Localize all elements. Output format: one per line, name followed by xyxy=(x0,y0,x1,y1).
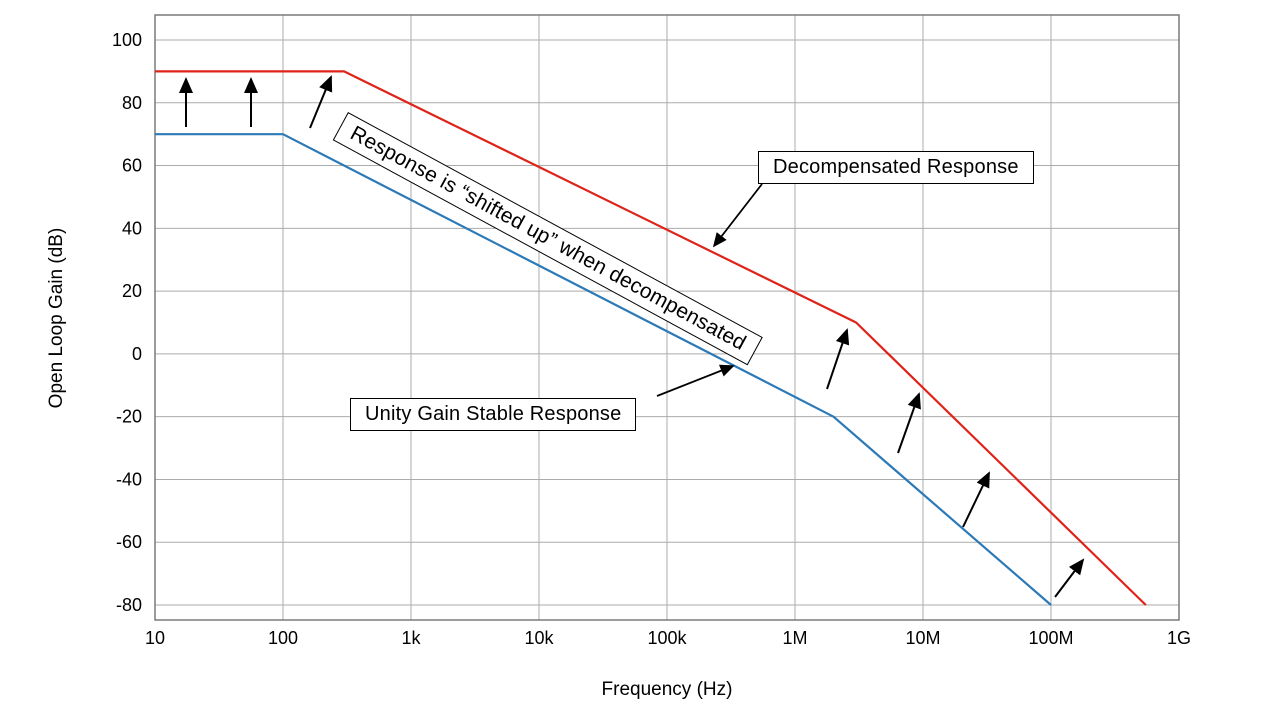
svg-text:10: 10 xyxy=(145,628,165,648)
svg-text:100M: 100M xyxy=(1028,628,1073,648)
svg-text:10k: 10k xyxy=(524,628,554,648)
plot-frame xyxy=(154,14,1180,621)
svg-text:1G: 1G xyxy=(1167,628,1191,648)
svg-text:1k: 1k xyxy=(401,628,421,648)
svg-text:-80: -80 xyxy=(116,595,142,615)
svg-text:100k: 100k xyxy=(647,628,687,648)
svg-text:0: 0 xyxy=(132,344,142,364)
svg-text:-40: -40 xyxy=(116,469,142,489)
decompensated-response-label: Decompensated Response xyxy=(758,151,1034,184)
x-axis-title: Frequency (Hz) xyxy=(601,679,733,700)
svg-text:100: 100 xyxy=(268,628,298,648)
unity-gain-stable-label: Unity Gain Stable Response xyxy=(350,398,637,431)
svg-text:-20: -20 xyxy=(116,407,142,427)
series-0 xyxy=(155,133,1052,606)
callout-arrows xyxy=(656,183,763,397)
shift-arrows xyxy=(179,75,1085,598)
svg-text:60: 60 xyxy=(122,156,142,176)
series-1 xyxy=(155,70,1147,606)
svg-text:1M: 1M xyxy=(782,628,807,648)
svg-text:100: 100 xyxy=(112,30,142,50)
svg-text:20: 20 xyxy=(122,281,142,301)
y-tick-labels: 100 80 60 40 20 0 -20 -40 -60 -80 xyxy=(112,30,142,615)
y-axis-title: Open Loop Gain (dB) xyxy=(46,227,67,409)
svg-text:-60: -60 xyxy=(116,532,142,552)
svg-text:10M: 10M xyxy=(905,628,940,648)
svg-text:40: 40 xyxy=(122,218,142,238)
x-tick-labels: 10 100 1k 10k 100k 1M 10M 100M 1G xyxy=(145,628,1191,648)
svg-text:80: 80 xyxy=(122,93,142,113)
